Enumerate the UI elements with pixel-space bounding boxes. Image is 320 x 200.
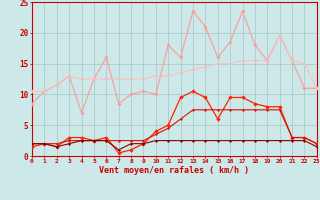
X-axis label: Vent moyen/en rafales ( km/h ): Vent moyen/en rafales ( km/h ) [100, 166, 249, 175]
